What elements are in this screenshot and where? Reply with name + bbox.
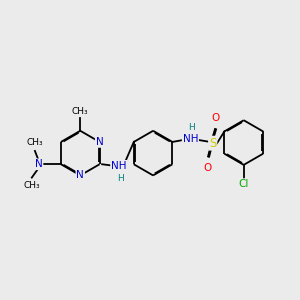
- Text: CH₃: CH₃: [27, 138, 43, 147]
- Text: NH: NH: [183, 134, 198, 145]
- Text: N: N: [35, 159, 43, 169]
- Text: NH: NH: [111, 161, 127, 171]
- Text: N: N: [76, 170, 84, 180]
- Text: S: S: [209, 137, 216, 150]
- Text: CH₃: CH₃: [23, 182, 40, 190]
- Text: O: O: [212, 113, 220, 123]
- Text: Cl: Cl: [238, 179, 249, 189]
- Text: O: O: [203, 163, 211, 173]
- Text: N: N: [96, 137, 104, 147]
- Text: H: H: [117, 174, 123, 183]
- Text: CH₃: CH₃: [72, 107, 88, 116]
- Text: H: H: [188, 123, 194, 132]
